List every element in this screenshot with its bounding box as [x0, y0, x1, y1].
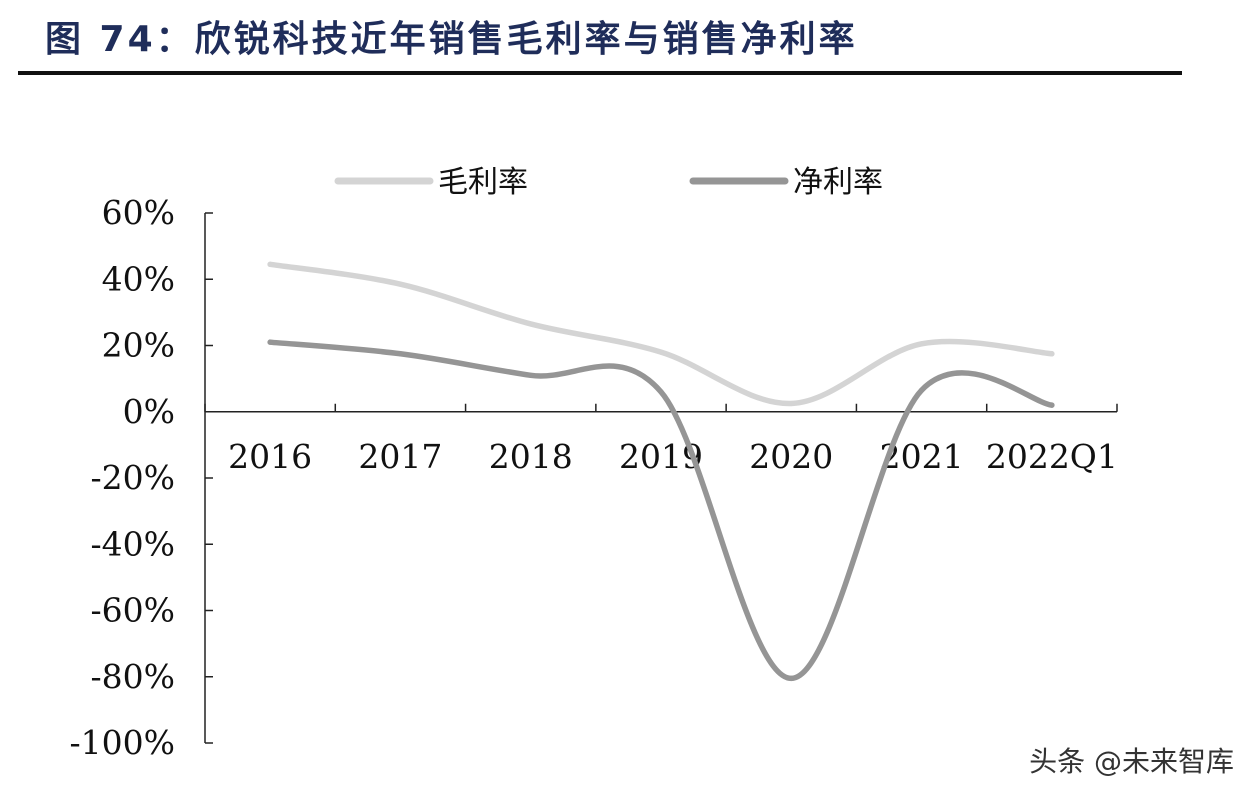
data-point	[1049, 402, 1055, 408]
y-tick-label: 0%	[123, 392, 175, 431]
data-point	[918, 341, 925, 347]
x-axis: 2016 2017 2018 2019 2020 2021 2022Q1	[204, 403, 1118, 476]
x-tick-label: 2017	[358, 437, 442, 476]
y-axis: 60% 40% 20% 0% -20% -40% -60% -80% -100%	[70, 193, 213, 762]
x-tick-label: 2018	[489, 437, 573, 476]
legend-label: 净利率	[793, 165, 883, 200]
x-tick-label: 2016	[228, 437, 312, 476]
title-divider	[18, 71, 1182, 75]
y-tick-label: -80%	[91, 657, 176, 696]
legend-label: 毛利率	[438, 165, 528, 200]
data-point	[1049, 351, 1055, 357]
x-tick-label: 2020	[749, 437, 833, 476]
data-point	[788, 400, 794, 407]
y-tick-label: 40%	[102, 259, 175, 298]
data-point	[267, 261, 273, 267]
y-tick-label: 60%	[102, 193, 175, 232]
watermark: 头条 @未来智库	[1029, 745, 1234, 778]
data-point	[397, 281, 404, 287]
data-point	[658, 349, 664, 355]
series-group	[267, 261, 1055, 682]
data-point	[528, 372, 534, 378]
data-point	[267, 339, 273, 345]
y-tick-label: 20%	[102, 326, 175, 365]
data-point	[918, 387, 925, 393]
data-point	[658, 389, 664, 395]
chart-legend: 毛利率 净利率	[334, 165, 883, 200]
y-tick-label: -20%	[91, 458, 176, 497]
y-tick-label: -60%	[91, 591, 176, 630]
x-tick-label: 2022Q1	[986, 437, 1118, 476]
data-point	[397, 351, 404, 357]
data-point	[528, 321, 534, 327]
y-tick-label: -100%	[70, 723, 176, 762]
data-point	[788, 675, 794, 682]
y-tick-label: -40%	[91, 524, 176, 563]
page-title: 图 74：欣锐科技近年销售毛利率与销售净利率	[45, 19, 858, 60]
